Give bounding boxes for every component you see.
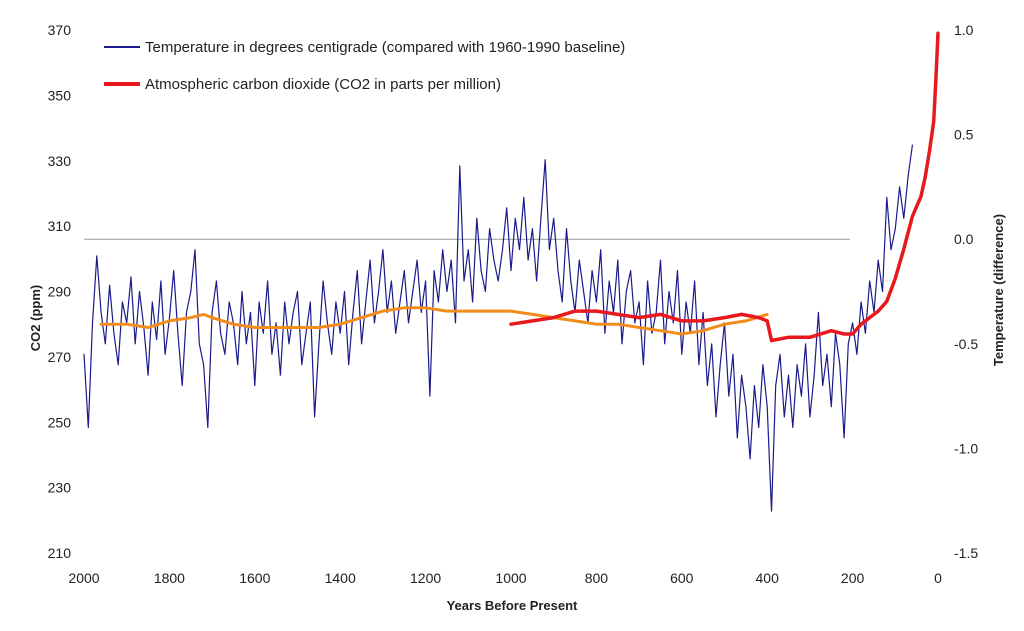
x-tick-label: 600 — [670, 570, 694, 586]
right-tick-label: 0.5 — [954, 127, 974, 143]
chart-series — [83, 31, 940, 512]
legend-label-temperature: Temperature in degrees centigrade (compa… — [145, 39, 625, 56]
x-tick-label: 1400 — [325, 570, 356, 586]
left-axis-title: CO2 (ppm) — [28, 285, 43, 351]
left-tick-label: 250 — [48, 414, 72, 430]
right-axis-ticks: 1.0 0.5 0.0 -0.5 -1.0 -1.5 — [954, 22, 978, 561]
right-axis-title: Temperature (difference) — [991, 214, 1006, 366]
x-tick-label: 800 — [585, 570, 609, 586]
smoothed-series-line — [99, 306, 769, 336]
left-tick-label: 230 — [48, 480, 72, 496]
left-tick-label: 330 — [48, 153, 72, 169]
x-tick-label: 2000 — [68, 570, 99, 586]
co2-series-line — [509, 31, 940, 343]
left-tick-label: 270 — [48, 349, 72, 365]
right-tick-label: -1.5 — [954, 545, 978, 561]
x-tick-label: 400 — [756, 570, 780, 586]
left-axis-ticks: 370 350 330 310 290 270 250 230 210 — [48, 22, 72, 561]
right-tick-label: -1.0 — [954, 440, 978, 456]
legend-label-co2: Atmospheric carbon dioxide (CO2 in parts… — [145, 76, 501, 93]
left-tick-label: 310 — [48, 218, 72, 234]
left-tick-label: 370 — [48, 22, 72, 38]
x-axis-ticks: 2000 1800 1600 1400 1200 1000 800 600 400 200 0 — [68, 570, 942, 586]
temperature-series-line — [83, 144, 914, 512]
x-tick-label: 1000 — [495, 570, 526, 586]
x-tick-label: 1800 — [154, 570, 185, 586]
legend: Temperature in degrees centigrade (compa… — [104, 39, 625, 93]
x-axis-title: Years Before Present — [447, 598, 578, 613]
x-tick-label: 1200 — [410, 570, 441, 586]
right-tick-label: 1.0 — [954, 22, 974, 38]
x-tick-label: 200 — [841, 570, 865, 586]
left-tick-label: 350 — [48, 87, 72, 103]
left-tick-label: 210 — [48, 545, 72, 561]
right-tick-label: 0.0 — [954, 231, 974, 247]
right-tick-label: -0.5 — [954, 336, 978, 352]
x-tick-label: 1600 — [239, 570, 270, 586]
x-tick-label: 0 — [934, 570, 942, 586]
left-tick-label: 290 — [48, 284, 72, 300]
